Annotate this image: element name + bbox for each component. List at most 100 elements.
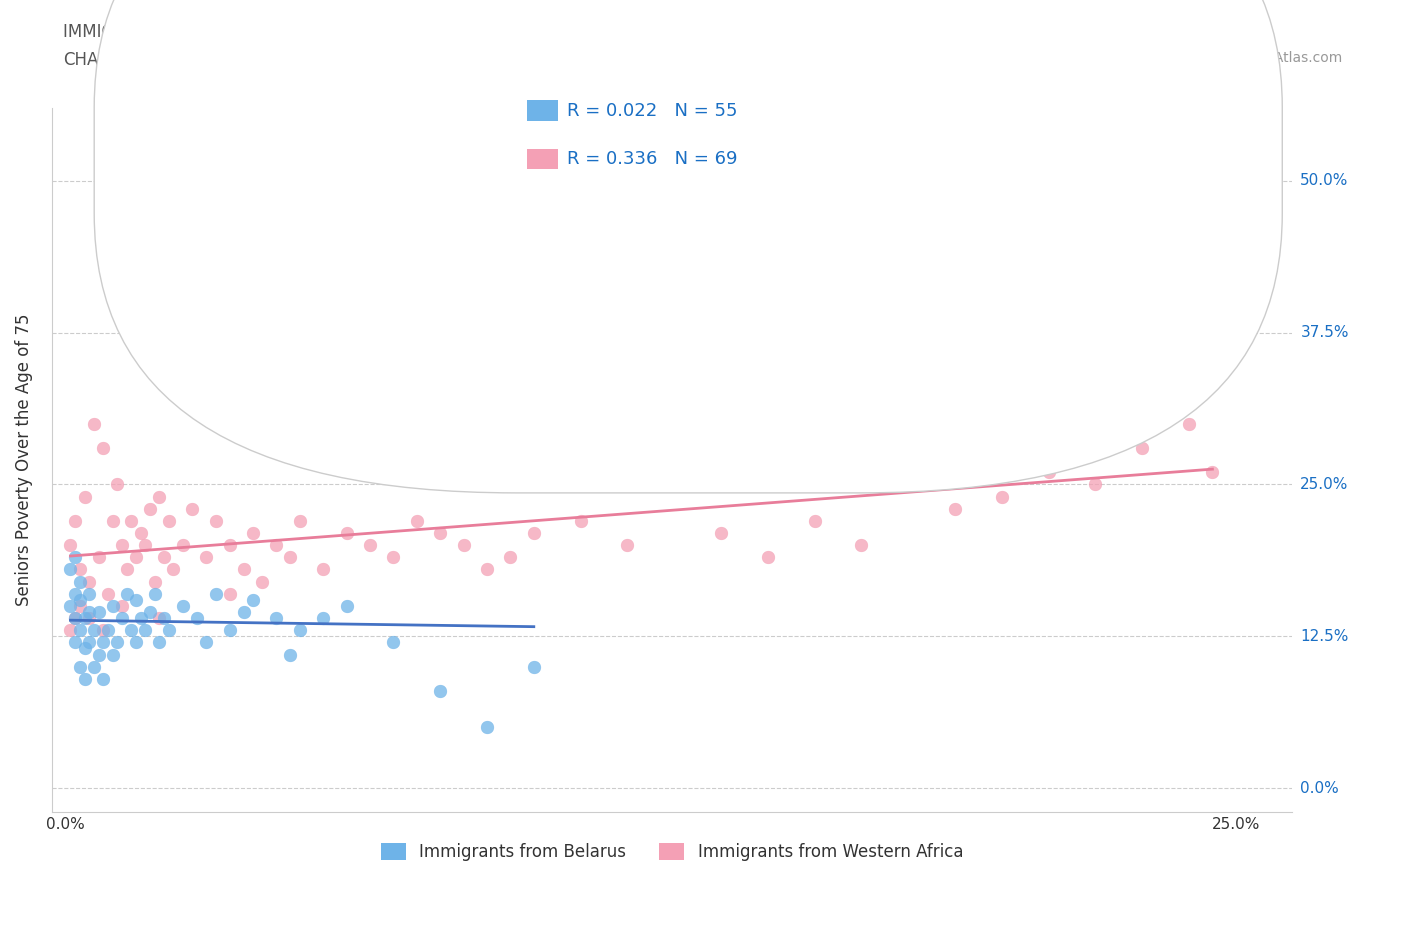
Point	[59, 538, 82, 552]
Point	[143, 574, 166, 589]
Point	[83, 659, 105, 674]
Point	[63, 635, 86, 650]
Point	[756, 550, 779, 565]
Point	[186, 611, 208, 626]
Point	[59, 562, 82, 577]
Point	[280, 647, 302, 662]
Point	[59, 599, 82, 614]
Point	[125, 635, 148, 650]
Point	[288, 623, 311, 638]
Point	[429, 684, 451, 698]
Point	[101, 599, 124, 614]
Point	[204, 586, 226, 601]
Point	[172, 538, 194, 552]
Point	[359, 538, 381, 552]
Point	[148, 635, 170, 650]
Point	[73, 641, 96, 656]
Point	[242, 592, 264, 607]
Point	[943, 501, 966, 516]
Text: 0.0%: 0.0%	[1301, 780, 1339, 795]
Point	[195, 550, 218, 565]
Point	[115, 586, 138, 601]
Point	[569, 513, 592, 528]
Point	[266, 538, 288, 552]
Point	[120, 513, 142, 528]
Point	[91, 635, 114, 650]
Point	[69, 592, 91, 607]
Point	[91, 441, 114, 456]
Point	[232, 562, 254, 577]
Point	[87, 647, 110, 662]
Point	[69, 623, 91, 638]
Y-axis label: Seniors Poverty Over the Age of 75: Seniors Poverty Over the Age of 75	[15, 314, 32, 606]
Point	[59, 623, 82, 638]
Legend: Immigrants from Belarus, Immigrants from Western Africa: Immigrants from Belarus, Immigrants from…	[374, 836, 970, 868]
Point	[83, 417, 105, 432]
Point	[897, 441, 920, 456]
Text: R = 0.022   N = 55: R = 0.022 N = 55	[567, 101, 737, 120]
Point	[143, 586, 166, 601]
Point	[181, 501, 204, 516]
Point	[312, 562, 335, 577]
Point	[336, 525, 359, 540]
Point	[97, 623, 120, 638]
Point	[252, 574, 274, 589]
Point	[77, 586, 100, 601]
Point	[77, 604, 100, 619]
Point	[1178, 417, 1201, 432]
Point	[73, 611, 96, 626]
Point	[129, 611, 152, 626]
Point	[1060, 453, 1083, 468]
Point	[120, 623, 142, 638]
Point	[63, 513, 86, 528]
Point	[991, 489, 1014, 504]
Point	[195, 635, 218, 650]
Point	[312, 611, 335, 626]
Point	[87, 550, 110, 565]
Point	[69, 599, 91, 614]
Point	[218, 538, 240, 552]
Point	[218, 623, 240, 638]
Point	[63, 550, 86, 565]
Point	[134, 623, 156, 638]
Text: ZIPatlas: ZIPatlas	[502, 424, 842, 497]
Point	[153, 550, 176, 565]
Text: 25.0%: 25.0%	[1301, 477, 1348, 492]
Point	[1038, 465, 1060, 480]
Point	[664, 477, 686, 492]
Point	[475, 720, 498, 735]
Point	[77, 574, 100, 589]
Point	[139, 501, 162, 516]
Point	[523, 659, 546, 674]
Text: R = 0.336   N = 69: R = 0.336 N = 69	[567, 150, 737, 168]
Point	[710, 525, 733, 540]
Point	[87, 604, 110, 619]
Text: CHART: CHART	[63, 51, 120, 69]
Point	[148, 611, 170, 626]
Point	[242, 525, 264, 540]
Point	[153, 611, 176, 626]
Point	[63, 611, 86, 626]
Point	[97, 586, 120, 601]
Point	[1130, 441, 1153, 456]
Point	[523, 525, 546, 540]
Point	[101, 647, 124, 662]
Text: 12.5%: 12.5%	[1301, 629, 1348, 644]
Point	[851, 538, 873, 552]
Point	[204, 513, 226, 528]
Point	[105, 477, 128, 492]
Point	[111, 538, 134, 552]
Point	[475, 562, 498, 577]
Point	[616, 538, 638, 552]
Point	[453, 538, 475, 552]
Point	[101, 513, 124, 528]
Point	[280, 550, 302, 565]
Point	[91, 623, 114, 638]
Text: 37.5%: 37.5%	[1301, 326, 1348, 340]
Point	[63, 611, 86, 626]
Point	[499, 550, 522, 565]
Point	[83, 623, 105, 638]
Point	[1201, 465, 1223, 480]
Point	[157, 623, 180, 638]
Point	[803, 513, 825, 528]
